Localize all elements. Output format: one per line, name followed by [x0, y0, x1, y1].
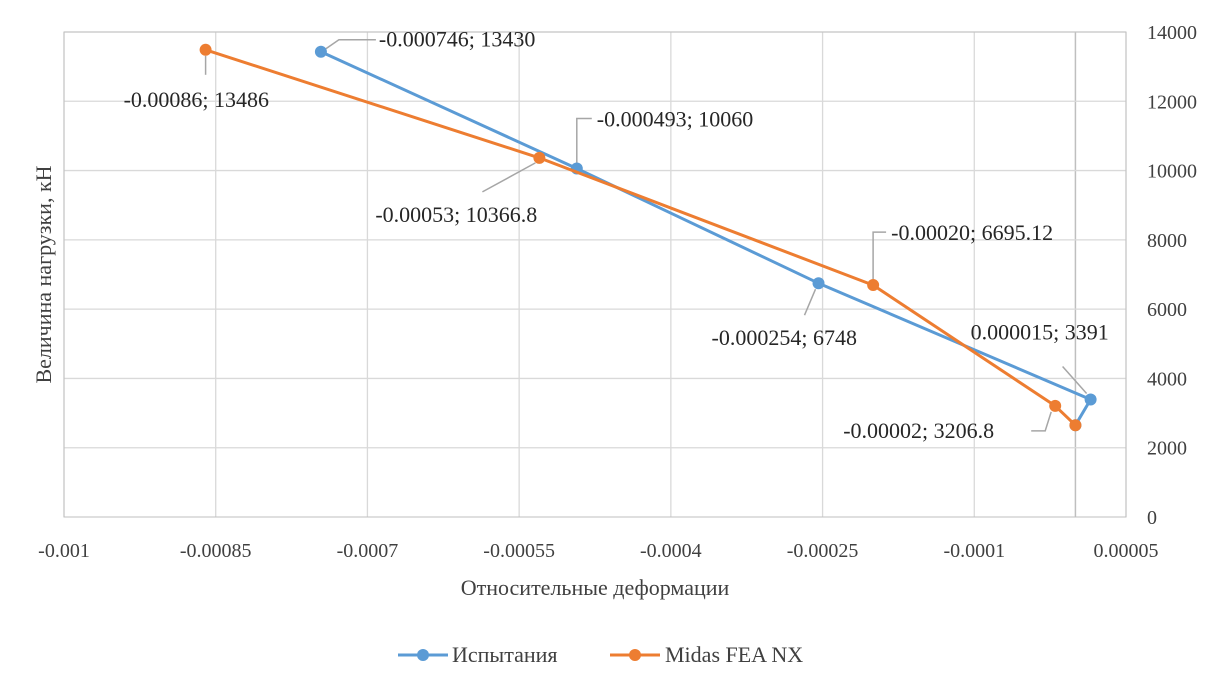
plot-area-border — [63, 31, 1127, 518]
data-label: -0.00053; 10366.8 — [375, 202, 537, 227]
data-point — [533, 151, 546, 164]
data-label: -0.00020; 6695.12 — [891, 220, 1053, 245]
data-label: 0.000015; 3391 — [971, 320, 1109, 345]
data-point — [867, 279, 880, 292]
label-leader-line — [576, 117, 592, 164]
y-tick-label: 14000 — [1147, 22, 1197, 44]
y-tick-label: 12000 — [1147, 91, 1197, 113]
data-point — [1049, 399, 1062, 412]
legend-label: Midas FEA NX — [665, 642, 803, 667]
y-axis-ticks: 0 2000 4000 6000 8000 10000 12000 14000 — [1147, 22, 1197, 529]
legend-marker — [417, 649, 429, 661]
legend-marker — [629, 649, 641, 661]
label-leader-line — [803, 288, 817, 316]
y-tick-label: 8000 — [1147, 230, 1187, 252]
legend: Испытания Midas FEA NX — [398, 642, 803, 667]
y-tick-label: 2000 — [1147, 438, 1187, 460]
y-axis-title: Величина нагрузки, кН — [31, 165, 56, 383]
x-tick-label: -0.00055 — [483, 540, 555, 562]
y-tick-label: 10000 — [1147, 161, 1197, 183]
data-point — [812, 277, 825, 290]
label-leader-line — [872, 231, 887, 280]
data-label: -0.000254; 6748 — [712, 325, 857, 350]
x-tick-label: -0.0007 — [337, 540, 399, 562]
data-point — [199, 43, 212, 56]
x-tick-label: -0.0004 — [640, 540, 702, 562]
label-leader-lines — [204, 38, 1088, 432]
legend-item: Испытания — [398, 642, 558, 667]
y-tick-label: 4000 — [1147, 368, 1187, 390]
data-point — [1069, 419, 1082, 432]
data-labels: -0.000746; 13430 -0.000493; 10060 -0.00025… — [124, 27, 1109, 443]
label-leader-line — [1031, 411, 1052, 432]
data-label: -0.000746; 13430 — [379, 27, 535, 52]
x-tick-label: -0.00085 — [180, 540, 252, 562]
legend-item: Midas FEA NX — [610, 642, 803, 667]
data-label: -0.00086; 13486 — [124, 87, 269, 112]
y-tick-label: 0 — [1147, 507, 1157, 529]
legend-label: Испытания — [452, 642, 558, 667]
data-label: -0.000493; 10060 — [597, 106, 753, 131]
series — [199, 43, 1097, 432]
label-leader-line — [325, 38, 376, 50]
grid — [63, 31, 1127, 517]
data-point — [1084, 393, 1097, 406]
x-tick-label: 0.00005 — [1094, 540, 1159, 562]
data-point — [314, 45, 327, 58]
x-tick-label: -0.001 — [38, 540, 90, 562]
label-leader-line — [482, 162, 536, 193]
x-axis-title: Относительные деформации — [461, 575, 730, 600]
x-tick-label: -0.0001 — [943, 540, 1005, 562]
x-tick-label: -0.00025 — [787, 540, 859, 562]
series-group — [199, 43, 1082, 432]
label-leader-line — [1062, 366, 1088, 394]
data-label: -0.00002; 3206.8 — [843, 418, 994, 443]
y-tick-label: 6000 — [1147, 299, 1187, 321]
x-axis-ticks: -0.001 -0.00085 -0.0007 -0.00055 -0.0004 -0.0… — [38, 540, 1158, 562]
